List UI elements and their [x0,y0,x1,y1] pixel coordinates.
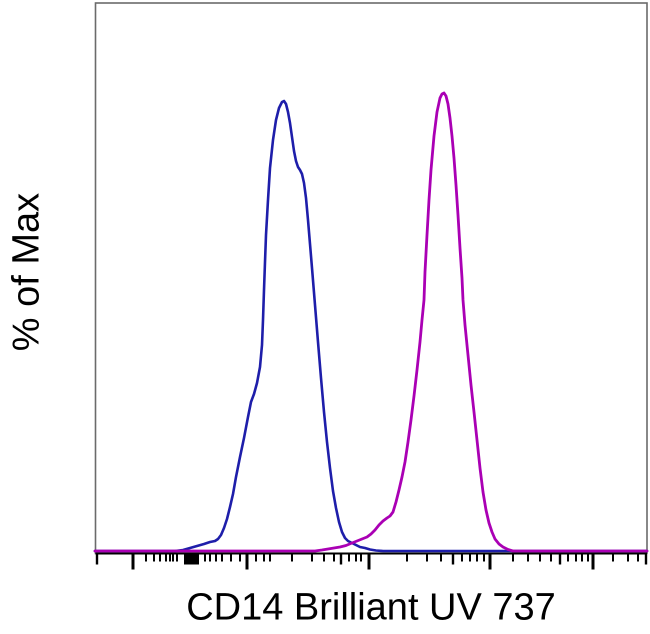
x-axis-label: CD14 Brilliant UV 737 [186,586,556,629]
plot-frame [94,2,648,555]
x-axis-tick-cluster [184,554,199,565]
series-magenta-curve [93,91,649,553]
series-blue-curve [93,99,649,553]
y-axis-label: % of Max [5,192,48,352]
